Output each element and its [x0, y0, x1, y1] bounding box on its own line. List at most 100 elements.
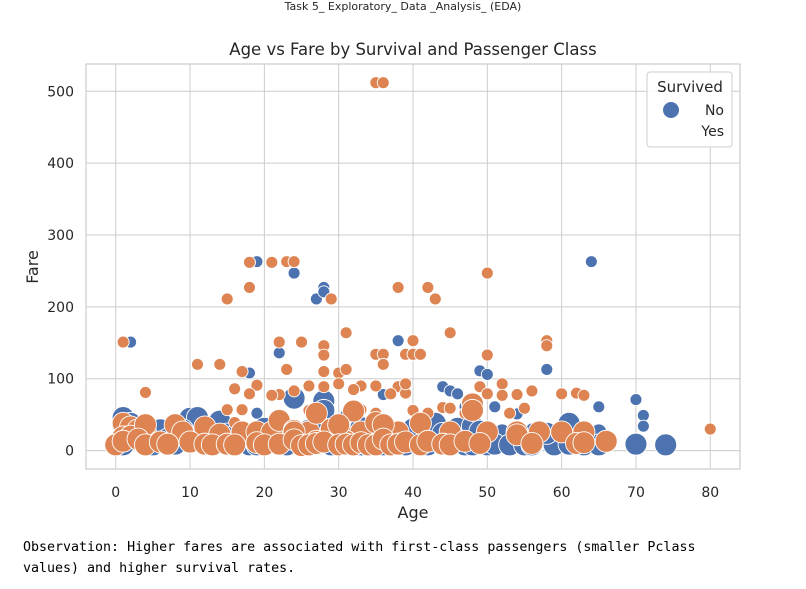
- data-point-yes: [287, 255, 301, 269]
- data-point-no: [540, 362, 554, 376]
- data-point-yes: [594, 429, 618, 453]
- data-point-yes: [317, 365, 331, 379]
- data-point-no: [592, 400, 606, 414]
- data-point-yes: [228, 382, 242, 396]
- plot-frame: [85, 63, 741, 470]
- data-point-yes: [406, 334, 420, 348]
- scatter-chart: Age vs Fare by Survival and Passenger Cl…: [23, 40, 741, 522]
- legend-label-yes: Yes: [700, 124, 724, 140]
- x-tick-label: 70: [627, 485, 645, 501]
- data-point-yes: [503, 406, 517, 420]
- data-point-yes: [399, 377, 413, 391]
- data-point-yes: [703, 422, 717, 436]
- x-tick-label: 40: [404, 485, 422, 501]
- data-point-no: [391, 334, 405, 348]
- data-point-yes: [495, 388, 509, 402]
- data-point-yes: [510, 388, 524, 402]
- data-point-yes: [304, 401, 328, 425]
- data-point-yes: [555, 387, 569, 401]
- data-point-yes: [384, 387, 398, 401]
- legend-title: Survived: [657, 78, 723, 96]
- data-point-yes: [235, 403, 249, 417]
- data-point-yes: [243, 255, 256, 269]
- x-tick-label: 10: [181, 485, 199, 501]
- y-axis-label: Fare: [23, 250, 42, 284]
- data-point-yes: [525, 384, 539, 398]
- legend-label-no: No: [705, 103, 724, 119]
- data-point-no: [272, 346, 286, 360]
- x-tick-label: 60: [553, 485, 571, 501]
- data-point-yes: [428, 292, 442, 306]
- data-point-yes: [191, 357, 204, 371]
- data-point-yes: [243, 387, 256, 401]
- data-point-no: [654, 433, 678, 457]
- data-point-yes: [339, 362, 353, 376]
- data-point-yes: [324, 292, 338, 306]
- legend-marker-no: [663, 102, 679, 118]
- data-point-yes: [235, 365, 249, 379]
- data-point-yes: [332, 377, 346, 391]
- data-point-yes: [139, 385, 152, 399]
- data-point-yes: [461, 398, 484, 422]
- data-point-yes: [540, 339, 554, 353]
- data-point-yes: [287, 384, 301, 398]
- data-point-yes: [272, 335, 286, 349]
- data-point-yes: [413, 347, 427, 361]
- data-point-yes: [572, 431, 596, 455]
- points-layer: [104, 76, 717, 458]
- data-point-yes: [295, 335, 308, 349]
- data-point-yes: [317, 348, 331, 362]
- data-point-no: [451, 387, 465, 401]
- data-point-yes: [480, 266, 494, 280]
- data-point-no: [584, 255, 598, 269]
- y-tick-label: 200: [47, 300, 74, 316]
- data-point-yes: [156, 432, 180, 456]
- x-tick-label: 50: [478, 485, 496, 501]
- data-point-yes: [518, 401, 531, 415]
- data-point-yes: [577, 388, 591, 402]
- data-point-no: [480, 367, 494, 381]
- data-point-no: [636, 408, 650, 422]
- data-point-no: [636, 419, 650, 433]
- data-point-yes: [369, 379, 383, 393]
- data-point-no: [629, 393, 643, 407]
- data-point-yes: [213, 357, 227, 371]
- data-point-yes: [443, 401, 457, 415]
- data-point-yes: [342, 399, 365, 423]
- data-point-yes: [116, 335, 130, 349]
- data-point-yes: [480, 387, 494, 401]
- data-point-yes: [223, 433, 247, 457]
- data-point-yes: [421, 281, 435, 294]
- legend-box: [646, 71, 733, 148]
- data-point-yes: [250, 378, 264, 392]
- data-point-yes: [243, 281, 256, 294]
- data-point-yes: [265, 255, 279, 269]
- data-point-yes: [443, 326, 457, 340]
- data-point-yes: [391, 281, 405, 294]
- data-point-yes: [468, 431, 492, 455]
- data-point-no: [488, 400, 502, 414]
- data-point-yes: [376, 357, 390, 371]
- y-tick-label: 300: [47, 228, 74, 244]
- data-point-yes: [220, 403, 234, 417]
- data-point-no: [287, 266, 301, 280]
- data-point-no: [624, 432, 648, 456]
- data-point-yes: [327, 413, 351, 437]
- x-tick-label: 20: [255, 485, 273, 501]
- x-tick-label: 0: [111, 485, 120, 501]
- figure-suptitle: Task 5_ Exploratory_ Data _Analysis_ (ED…: [284, 0, 522, 13]
- tick-labels: 0 10 20 30 40 50 60 70 80 0 100 200 300 400 500: [47, 84, 719, 501]
- data-point-yes: [317, 380, 331, 394]
- legend: Survived No Yes: [646, 71, 733, 148]
- y-tick-label: 0: [65, 444, 74, 460]
- data-point-yes: [520, 431, 544, 455]
- chart-title: Age vs Fare by Survival and Passenger Cl…: [229, 40, 596, 59]
- x-tick-label: 80: [701, 485, 719, 501]
- x-axis-label: Age: [398, 503, 429, 522]
- data-point-yes: [265, 388, 279, 402]
- data-point-no: [250, 406, 264, 420]
- data-point-yes: [339, 326, 353, 340]
- data-point-yes: [280, 362, 294, 376]
- y-tick-label: 100: [47, 372, 74, 388]
- data-point-yes: [495, 377, 509, 391]
